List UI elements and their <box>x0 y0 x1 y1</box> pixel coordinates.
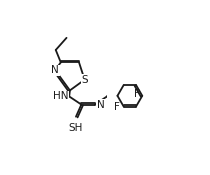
Text: S: S <box>81 75 88 85</box>
Text: F: F <box>114 102 120 111</box>
Text: N: N <box>51 65 59 75</box>
Text: HN: HN <box>53 92 68 102</box>
Text: N: N <box>97 100 105 110</box>
Text: F: F <box>134 89 140 99</box>
Bar <box>107 62 146 120</box>
Text: SH: SH <box>69 123 83 133</box>
